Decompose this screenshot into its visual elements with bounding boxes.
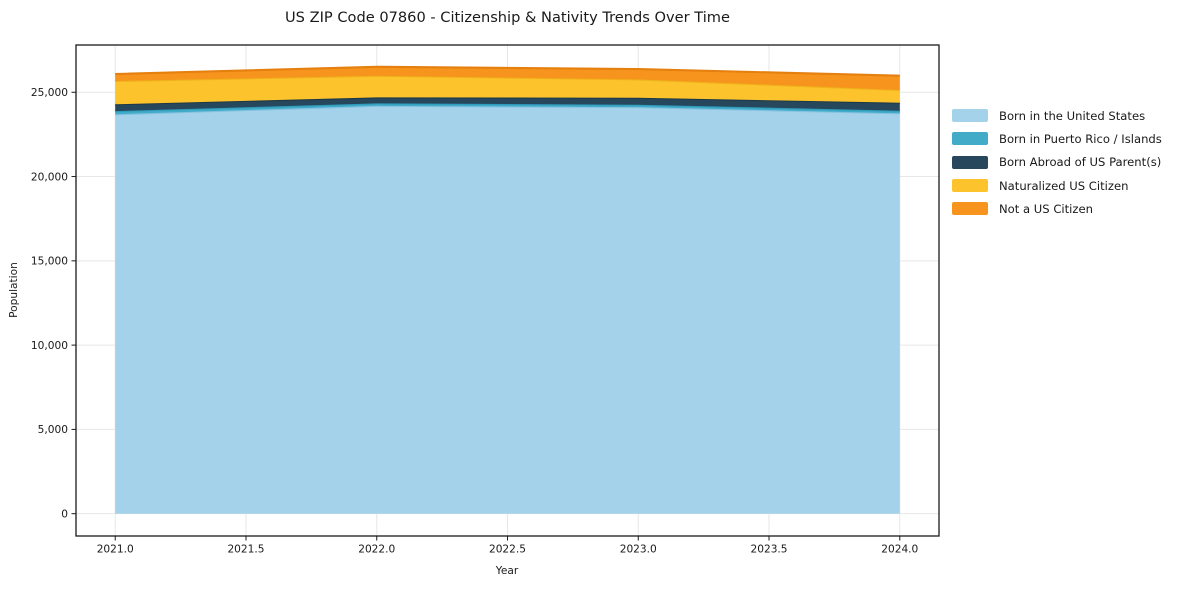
legend-label: Naturalized US Citizen	[999, 178, 1129, 193]
legend-item: Not a US Citizen	[952, 197, 1162, 220]
area-edge-line	[115, 65, 900, 77]
svg-text:2021.5: 2021.5	[227, 544, 264, 556]
legend-label: Born Abroad of US Parent(s)	[999, 155, 1162, 170]
svg-text:10,000: 10,000	[31, 340, 68, 352]
svg-text:2024.0: 2024.0	[881, 544, 918, 556]
legend-label: Not a US Citizen	[999, 201, 1093, 216]
area-band	[115, 105, 900, 514]
y-tick-labels: 0 5,000 10,000 15,000 20,000 25,000	[31, 87, 68, 520]
y-axis-label: Population	[8, 262, 20, 318]
area-series	[115, 65, 900, 514]
legend: Born in the United States Born in Puerto…	[952, 104, 1162, 220]
legend-item: Born in Puerto Rico / Islands	[952, 127, 1162, 150]
x-tick-labels: 2021.0 2021.5 2022.0 2022.5 2023.0 2023.5 2024…	[97, 544, 919, 556]
svg-text:2023.5: 2023.5	[750, 544, 787, 556]
area-band	[115, 66, 900, 90]
svg-text:2021.0: 2021.0	[97, 544, 134, 556]
legend-swatch-born-in-us	[952, 109, 988, 123]
svg-text:2023.0: 2023.0	[620, 544, 657, 556]
svg-text:0: 0	[61, 508, 68, 520]
chart-title: US ZIP Code 07860 - Citizenship & Nativi…	[285, 9, 730, 26]
legend-swatch-naturalized	[952, 179, 988, 193]
svg-text:15,000: 15,000	[31, 256, 68, 268]
legend-label: Born in Puerto Rico / Islands	[999, 131, 1162, 146]
legend-item: Naturalized US Citizen	[952, 174, 1162, 197]
legend-swatch-born-puerto-rico	[952, 132, 988, 146]
x-axis-label: Year	[495, 565, 519, 577]
svg-text:25,000: 25,000	[31, 87, 68, 99]
axis-ticks	[71, 91, 901, 541]
svg-text:2022.0: 2022.0	[358, 544, 395, 556]
legend-swatch-born-abroad	[952, 155, 988, 169]
legend-label: Born in the United States	[999, 108, 1146, 123]
svg-text:5,000: 5,000	[38, 424, 69, 436]
legend-swatch-not-citizen	[952, 202, 988, 216]
legend-item: Born in the United States	[952, 104, 1162, 127]
svg-text:2022.5: 2022.5	[489, 544, 526, 556]
legend-item: Born Abroad of US Parent(s)	[952, 151, 1162, 174]
area-band	[115, 97, 900, 112]
svg-text:20,000: 20,000	[31, 171, 68, 183]
